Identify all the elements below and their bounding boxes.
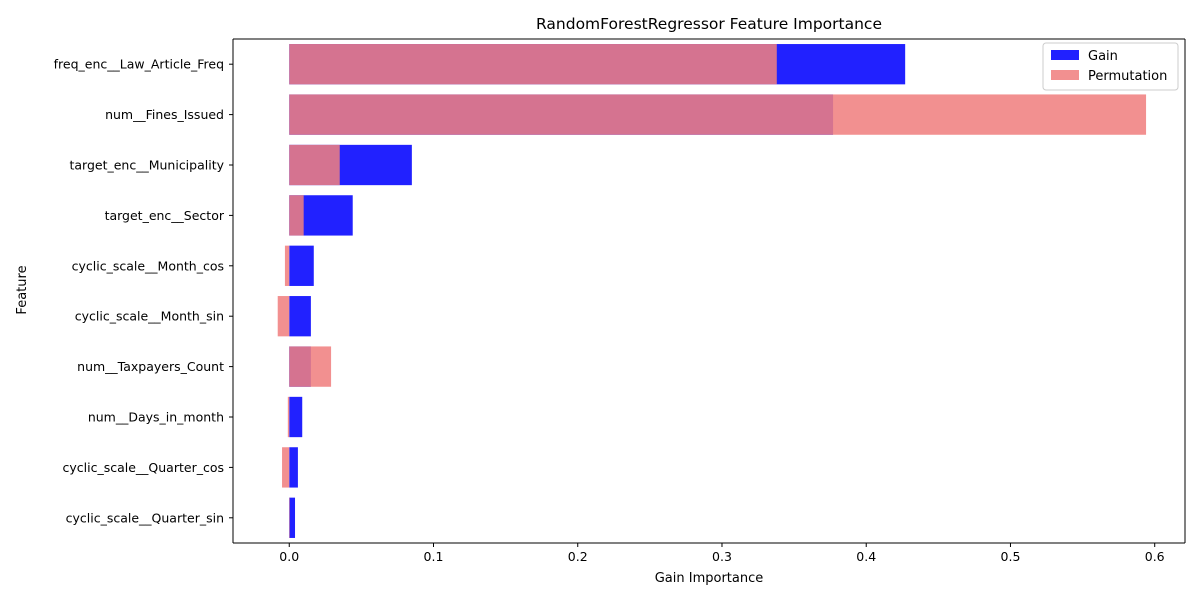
permutation-bar	[289, 94, 1147, 135]
x-axis-title: Gain Importance	[655, 571, 764, 586]
y-tick-label: num__Fines_Issued	[105, 107, 224, 122]
legend-swatch-gain	[1051, 50, 1079, 60]
gain-bar	[289, 296, 311, 337]
x-tick-label: 0.2	[568, 549, 588, 564]
y-tick-label: target_enc__Municipality	[69, 158, 224, 173]
y-axis-title: Feature	[15, 265, 30, 314]
chart-title: RandomForestRegressor Feature Importance	[536, 15, 882, 33]
legend: Gain Permutation	[1042, 42, 1179, 91]
permutation-bar	[289, 195, 304, 236]
permutation-bar	[289, 497, 290, 538]
y-tick-label: cyclic_scale__Quarter_cos	[63, 460, 225, 475]
bars-layer	[277, 44, 1147, 538]
permutation-bar	[287, 396, 290, 438]
permutation-bar	[289, 346, 332, 387]
permutation-bar	[284, 245, 290, 286]
gain-bar	[289, 447, 298, 488]
y-tick-label: num__Days_in_month	[88, 410, 224, 425]
y-tick-label: cyclic_scale__Month_cos	[72, 258, 224, 273]
permutation-bar	[289, 144, 340, 186]
permutation-bar	[282, 447, 290, 488]
legend-label-gain: Gain	[1088, 49, 1118, 64]
gain-bar	[289, 245, 314, 286]
x-tick-label: 0.3	[712, 549, 732, 564]
y-tick-label: target_enc__Sector	[105, 208, 225, 223]
x-tick-label: 0.0	[279, 549, 299, 564]
axes-layer: freq_enc__Law_Article_Freq num__Fines_Iss…	[54, 38, 1186, 564]
permutation-bar	[277, 296, 290, 337]
x-tick-label: 0.1	[424, 549, 444, 564]
x-tick-label: 0.4	[856, 549, 876, 564]
gain-bar	[289, 497, 296, 538]
x-tick-label: 0.6	[1145, 549, 1165, 564]
gain-bar	[289, 396, 303, 438]
y-tick-label: num__Taxpayers_Count	[77, 359, 224, 374]
legend-label-permutation: Permutation	[1088, 69, 1167, 84]
y-tick-label: cyclic_scale__Month_sin	[75, 309, 224, 324]
y-tick-label: freq_enc__Law_Article_Freq	[54, 57, 224, 72]
x-tick-label: 0.5	[1001, 549, 1021, 564]
y-tick-label: cyclic_scale__Quarter_sin	[66, 510, 224, 525]
permutation-bar	[289, 44, 777, 85]
legend-swatch-permutation	[1051, 70, 1079, 80]
